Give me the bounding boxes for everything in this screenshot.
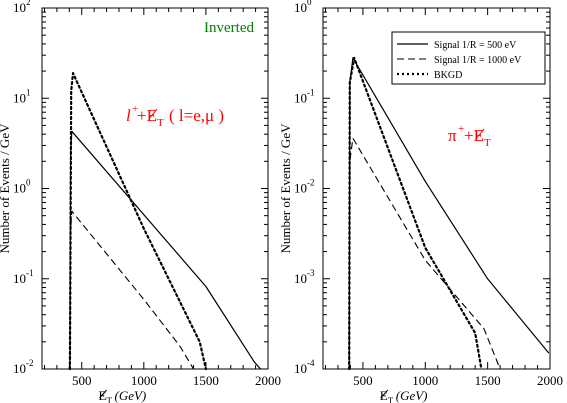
- series-line-dotted: [348, 56, 483, 371]
- y-tick-exponent: -2: [26, 358, 34, 368]
- x-tick-label: 2000: [537, 373, 563, 388]
- y-tick-label: 10: [13, 90, 26, 105]
- x-axis-symbol: E: [380, 388, 388, 403]
- y-tick-label: 10: [294, 90, 307, 105]
- channel-letter: l: [126, 106, 131, 125]
- y-tick-label: 10: [294, 361, 307, 376]
- y-tick-exponent: -1: [307, 87, 315, 97]
- y-tick-exponent: -4: [307, 358, 315, 368]
- channel-met: +E: [464, 126, 484, 145]
- slash-mark: [380, 389, 389, 399]
- legend-label: BKGD: [434, 70, 462, 81]
- channel-superscript: +: [132, 103, 138, 115]
- y-tick-exponent: -2: [307, 178, 315, 188]
- legend-label: Signal 1/R = 500 eV: [434, 40, 517, 51]
- plot-frame: [41, 7, 269, 370]
- x-tick-label: 500: [72, 373, 92, 388]
- x-axis-unit: (GeV): [396, 388, 428, 403]
- annotation-inverted: Inverted: [204, 20, 254, 36]
- x-tick-label: 1500: [475, 373, 501, 388]
- x-axis-subscript: T: [388, 396, 394, 403]
- x-tick-label: 1500: [193, 373, 219, 388]
- y-axis-label: Number of Events / GeV: [278, 123, 293, 254]
- slash-mark: [99, 389, 107, 399]
- channel-parenthetical: ( l=e,μ ): [169, 106, 224, 125]
- y-tick-label: 10: [294, 0, 307, 15]
- x-axis-symbol: E: [99, 388, 107, 403]
- x-tick-label: 1000: [131, 373, 157, 388]
- channel-subscript: T: [484, 137, 491, 149]
- channel-subscript: T: [157, 117, 164, 129]
- channel-superscript: +: [458, 123, 464, 135]
- legend-label: Signal 1/R = 1000 eV: [434, 55, 522, 66]
- y-tick-exponent: 0: [26, 178, 31, 188]
- x-axis-unit: (GeV): [115, 388, 147, 403]
- x-tick-label: 1000: [412, 373, 438, 388]
- y-tick-label: 10: [13, 361, 26, 376]
- series-line-dotted: [68, 71, 207, 371]
- y-tick-exponent: 0: [307, 0, 312, 7]
- y-tick-label: 10: [13, 271, 26, 286]
- y-tick-label: 10: [13, 0, 26, 15]
- x-tick-label: 2000: [255, 373, 281, 388]
- channel-met: +E: [137, 106, 157, 125]
- legend-box: [391, 31, 546, 85]
- channel-letter: π: [448, 126, 457, 145]
- series-line-solid: [69, 130, 261, 370]
- x-tick-label: 500: [353, 373, 373, 388]
- y-tick-exponent: 2: [26, 0, 31, 7]
- y-tick-label: 10: [294, 271, 307, 286]
- y-tick-exponent: -1: [26, 268, 34, 278]
- y-tick-exponent: 1: [26, 87, 31, 97]
- y-tick-label: 10: [294, 181, 307, 196]
- met-slash-mark: [475, 128, 485, 140]
- met-slash-mark: [148, 108, 158, 120]
- series-line-solid: [348, 57, 550, 370]
- y-axis-label: Number of Events / GeV: [0, 123, 12, 254]
- x-axis-subscript: T: [107, 396, 113, 403]
- y-tick-label: 10: [13, 181, 26, 196]
- series-line-dashed: [348, 137, 501, 370]
- y-tick-exponent: -3: [307, 268, 315, 278]
